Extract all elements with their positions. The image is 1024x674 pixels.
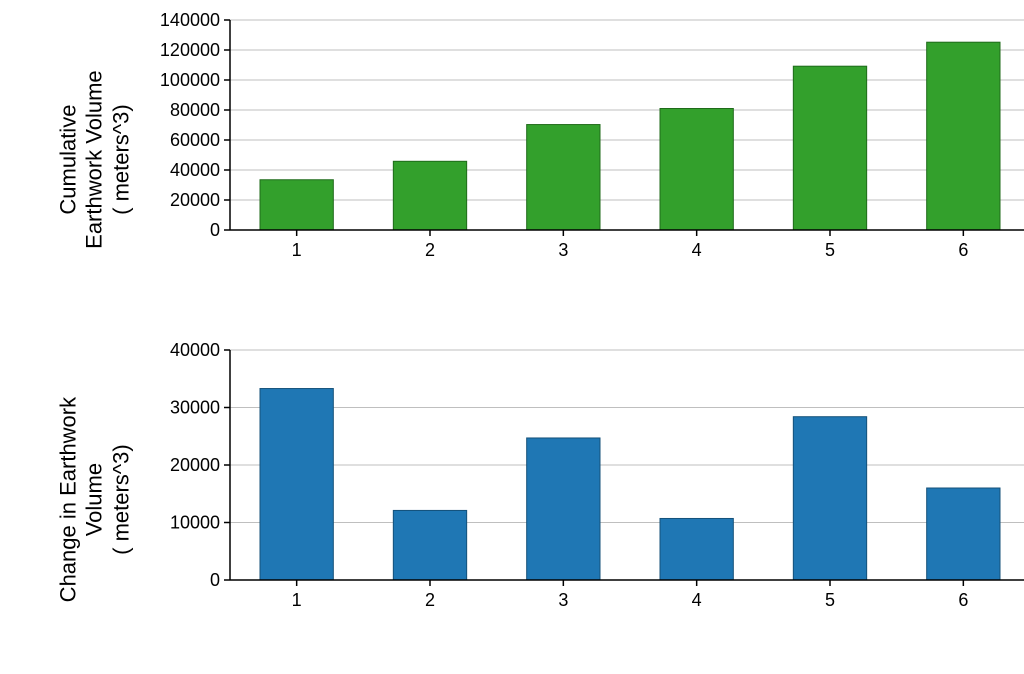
ytick-label: 30000 bbox=[170, 398, 220, 418]
bar bbox=[393, 161, 466, 230]
ytick-label: 60000 bbox=[170, 130, 220, 150]
ytick-label: 40000 bbox=[170, 160, 220, 180]
bar bbox=[260, 389, 333, 580]
top-ylabel-line2: Earthwork Volume bbox=[82, 70, 107, 249]
top-chart-svg: 0 20000 40000 60000 80000 100000 120000 140000 1… bbox=[160, 10, 1024, 270]
ytick-label: 0 bbox=[210, 220, 220, 240]
top-plot-wrap: 0 20000 40000 60000 80000 100000 120000 140000 1… bbox=[160, 10, 1024, 270]
ytick-label: 10000 bbox=[170, 513, 220, 533]
bar bbox=[793, 417, 866, 580]
bar bbox=[393, 510, 466, 580]
xtick-label: 5 bbox=[825, 590, 835, 610]
top-ylabel-line1: Cumulative bbox=[55, 105, 80, 215]
ytick-label: 80000 bbox=[170, 100, 220, 120]
top-ylabel-line3: ( meters^3) bbox=[108, 104, 133, 215]
xtick-label: 6 bbox=[958, 240, 968, 260]
ytick-label: 100000 bbox=[160, 70, 220, 90]
bot-ylabel-line2: Volume bbox=[82, 463, 107, 536]
xtick-label: 4 bbox=[692, 590, 702, 610]
bot-ylabel-line3: ( meters^3) bbox=[108, 444, 133, 555]
top-ylabel: Cumulative Earthwork Volume ( meters^3) bbox=[55, 55, 134, 265]
bot-ylabel: Change in Earthwork Volume ( meters^3) bbox=[55, 375, 134, 625]
bar bbox=[527, 438, 600, 580]
ytick-label: 20000 bbox=[170, 455, 220, 475]
bar bbox=[927, 488, 1000, 580]
bot-ylabel-wrap: Change in Earthwork Volume ( meters^3) bbox=[60, 340, 130, 610]
bar bbox=[927, 42, 1000, 230]
xtick-label: 5 bbox=[825, 240, 835, 260]
xtick-label: 1 bbox=[292, 240, 302, 260]
ytick-label: 20000 bbox=[170, 190, 220, 210]
ytick-label: 0 bbox=[210, 570, 220, 590]
xtick-label: 4 bbox=[692, 240, 702, 260]
xtick-label: 3 bbox=[558, 590, 568, 610]
xtick-label: 3 bbox=[558, 240, 568, 260]
xtick-label: 2 bbox=[425, 590, 435, 610]
bot-ylabel-line1: Change in Earthwork bbox=[55, 397, 80, 602]
xtick-label: 2 bbox=[425, 240, 435, 260]
bot-plot-wrap: 0 10000 20000 30000 40000 1 2 3 4 5 6 bbox=[160, 340, 1024, 620]
bar bbox=[660, 518, 733, 580]
ytick-label: 120000 bbox=[160, 40, 220, 60]
bar bbox=[793, 66, 866, 230]
xtick-label: 6 bbox=[958, 590, 968, 610]
xtick-label: 1 bbox=[292, 590, 302, 610]
ytick-label: 140000 bbox=[160, 10, 220, 30]
bar bbox=[527, 125, 600, 230]
top-ylabel-wrap: Cumulative Earthwork Volume ( meters^3) bbox=[60, 10, 130, 260]
bar bbox=[260, 180, 333, 230]
page-root: Cumulative Earthwork Volume ( meters^3) … bbox=[0, 0, 1024, 674]
bar bbox=[660, 109, 733, 231]
ytick-label: 40000 bbox=[170, 340, 220, 360]
bottom-chart-svg: 0 10000 20000 30000 40000 1 2 3 4 5 6 bbox=[160, 340, 1024, 620]
